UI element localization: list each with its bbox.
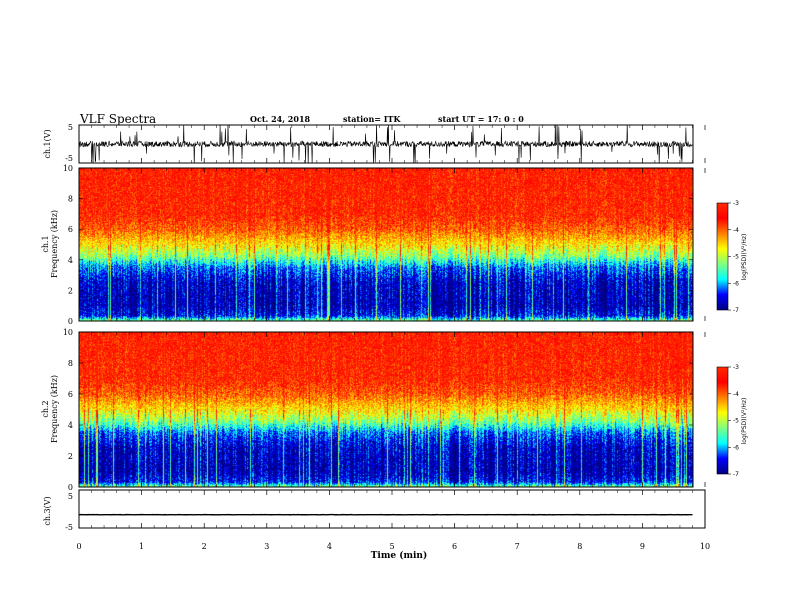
colorbar-tick-label: -7 bbox=[733, 307, 739, 314]
time-tick-label: 3 bbox=[264, 542, 269, 551]
freq-tick-label: 8 bbox=[68, 195, 73, 204]
ch2-ylabel-channel: ch.2 bbox=[41, 400, 50, 417]
ch2-spectrogram-frame bbox=[78, 331, 694, 488]
time-tick-label: 6 bbox=[452, 542, 457, 551]
ch1-waveform-line bbox=[79, 125, 693, 163]
time-tick-label: 0 bbox=[76, 542, 81, 551]
colorbar-tick-label: -6 bbox=[733, 444, 739, 451]
colorbar-tick-label: -5 bbox=[733, 418, 739, 425]
ch2-colorbar-ticks: -3 -4 -5 -6 -7 bbox=[728, 364, 739, 478]
ch2-freq-ticks: 0 2 4 6 8 10 bbox=[63, 328, 693, 492]
ch1-colorbar-ticks: -3 -4 -5 -6 -7 bbox=[728, 200, 739, 314]
time-tick-label: 1 bbox=[139, 542, 144, 551]
time-axis-ticks: 0 1 2 3 4 5 6 7 8 9 10 bbox=[76, 542, 710, 551]
ch1-ylabel-frequency: Frequency (kHz) bbox=[50, 210, 59, 278]
ch3-waveform-panel: 5 -5 ch.3(V) bbox=[43, 489, 706, 532]
ch1-ytick-bottom: -5 bbox=[65, 154, 73, 163]
freq-tick-label: 2 bbox=[68, 286, 73, 295]
time-tick-label: 4 bbox=[327, 542, 332, 551]
freq-tick-label: 0 bbox=[68, 483, 73, 492]
colorbar-tick-label: -7 bbox=[733, 471, 739, 478]
freq-tick-label: 4 bbox=[68, 256, 73, 265]
freq-tick-label: 2 bbox=[68, 452, 73, 461]
ch1-ylabel-channel: ch.1 bbox=[41, 235, 50, 252]
colorbar-tick-label: -3 bbox=[733, 364, 739, 371]
ch3-ytick-top: 5 bbox=[68, 492, 73, 501]
time-axis-minor-ticks bbox=[78, 125, 706, 528]
ch2-spectrogram-image bbox=[79, 332, 693, 487]
date-label: Oct. 24, 2018 bbox=[250, 114, 311, 124]
ch3-ytick-bottom: -5 bbox=[65, 523, 73, 532]
ch1-spectrogram-frame bbox=[78, 167, 694, 322]
freq-tick-label: 6 bbox=[68, 390, 73, 399]
ch1-spectrogram-image bbox=[79, 168, 693, 321]
freq-tick-label: 4 bbox=[68, 421, 73, 430]
time-tick-label: 7 bbox=[515, 542, 520, 551]
colorbar-tick-label: -3 bbox=[733, 200, 739, 207]
ch2-ylabel-frequency: Frequency (kHz) bbox=[50, 375, 59, 443]
freq-tick-label: 10 bbox=[63, 164, 73, 173]
ch1-waveform-panel: 5 -5 ch.1(V) bbox=[43, 123, 694, 164]
freq-tick-label: 0 bbox=[68, 317, 73, 326]
time-tick-label: 10 bbox=[700, 542, 710, 551]
ch2-colorbar-label: log(PSD)(V²/Hz) bbox=[741, 398, 748, 445]
time-tick-label: 8 bbox=[577, 542, 582, 551]
start-time-label: start UT = 17: 0 : 0 bbox=[438, 114, 524, 124]
colorbar-tick-label: -6 bbox=[733, 280, 739, 287]
ch1-ytick-top: 5 bbox=[68, 123, 73, 132]
ch1-freq-ticks: 0 2 4 6 8 10 bbox=[63, 164, 693, 326]
colorbar-tick-label: -5 bbox=[733, 254, 739, 261]
ch2-colorbar bbox=[717, 367, 728, 474]
ch1-colorbar bbox=[717, 203, 728, 310]
time-axis-label: Time (min) bbox=[371, 550, 428, 561]
ch1-waveform-frame bbox=[78, 124, 694, 164]
ch3-ylabel: ch.3(V) bbox=[43, 496, 52, 525]
ch3-waveform-frame bbox=[78, 489, 706, 529]
figure-title: VLF Spectra bbox=[79, 112, 156, 126]
ch1-ylabel: ch.1(V) bbox=[43, 129, 52, 158]
ch1-colorbar-label: log(PSD)(V²/Hz) bbox=[741, 234, 748, 281]
freq-tick-label: 10 bbox=[63, 328, 73, 337]
freq-tick-label: 6 bbox=[68, 225, 73, 234]
colorbar-tick-label: -4 bbox=[733, 391, 739, 398]
time-tick-label: 2 bbox=[202, 542, 207, 551]
freq-tick-label: 8 bbox=[68, 359, 73, 368]
time-tick-label: 9 bbox=[640, 542, 645, 551]
time-tick-label: 5 bbox=[389, 542, 394, 551]
station-label: station= ITK bbox=[343, 114, 401, 124]
colorbar-tick-label: -4 bbox=[733, 227, 739, 234]
